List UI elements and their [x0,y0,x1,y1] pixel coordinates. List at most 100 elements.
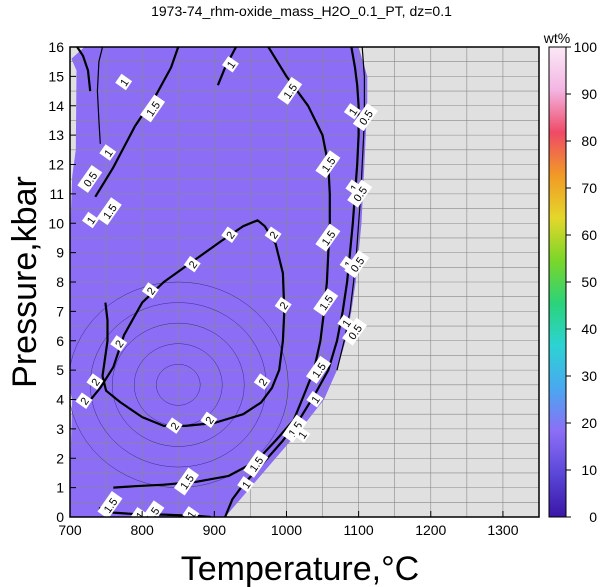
contour-label-bg [237,476,255,493]
colorbar-tick-label: 0 [589,509,597,525]
contour-line-2 [85,219,286,427]
contour-label: 2 [264,226,282,243]
contour-label-text: 1 [240,479,253,491]
colorbar-tick-label: 40 [581,321,597,337]
contour-line-1-5 [113,47,331,489]
contour-label: 2 [75,392,93,409]
colorbar-tick-label: 90 [581,86,597,102]
contour-label-bg [343,103,361,120]
y-tick-label: 2 [56,450,64,466]
contour-label-text: 1 [348,183,361,195]
contour-label-bg [243,449,269,478]
contour-line-0-5 [336,47,365,371]
y-tick-label: 16 [48,39,64,55]
contour-label-bg [352,103,378,132]
x-axis-label: Temperature,°C [181,550,419,587]
y-tick-label: 12 [48,157,64,173]
contour-label-bg [222,56,239,73]
contour-label: 2 [274,296,292,314]
x-tick-label: 700 [58,522,82,538]
y-tick-label: 3 [56,421,64,437]
contour-label: 1 [115,73,133,91]
contour-label-text: 2 [257,377,270,389]
contour-label-bg [315,223,341,252]
colorbar-tick-label: 10 [581,462,597,478]
contour-label-bg [342,317,368,346]
contour-label: 2 [221,226,239,243]
contour-label: 2 [141,282,159,299]
contour-label-text: 1 [225,59,238,71]
contour-label-bg [115,73,133,91]
contour-label-text: 2 [145,285,158,297]
contour-label-text: 1 [85,215,98,227]
contour-label-bg [344,250,370,279]
contour-label: 1 [237,476,255,493]
contour-label-text: 1 [102,147,115,159]
y-tick-label: 11 [49,186,64,202]
colorbar-tick-label: 30 [581,368,597,384]
contour-label: 2 [86,373,104,390]
y-tick-label: 15 [48,68,64,84]
contour-label-text: 2 [79,396,92,408]
contour-label-bg [77,164,103,193]
contour-label-text: 2 [187,259,200,271]
contour-label-bg [277,76,303,105]
contour-label-text: 2 [268,230,281,242]
contour-label-bg [293,426,311,443]
colorbar-tick-label: 80 [581,133,597,149]
colorbar: wt% 0 10 20 30 40 50 60 70 80 90 100 [543,30,597,525]
y-tick-label: 9 [56,245,64,261]
contour-label-bg [253,373,271,390]
contour-label: 1 [182,506,200,521]
chart-title: 1973-74_rhm-oxide_mass_H2O_0.1_PT, dz=0.… [151,3,452,19]
y-tick-label: 7 [56,303,64,319]
contour-label-bg [221,226,239,243]
contour-label: 1 [99,144,117,161]
contour-label-bg [305,355,331,384]
contour-label: 1 [131,506,149,517]
colorbar-tick-label: 50 [581,274,597,290]
contour-label: 2 [110,335,128,352]
contour-label-bg [165,417,183,434]
x-tick-label: 900 [203,522,227,538]
colorbar-tick-label: 100 [574,39,598,55]
colorbar-tick-label: 20 [581,415,597,431]
contour-label: 1 [293,426,311,443]
contour-label-bg [141,282,159,299]
contour-label-bg [140,94,166,123]
contour-label-bg [86,373,104,390]
contour-label-bg [110,335,128,352]
x-tick-label: 1200 [415,522,446,538]
contour-label: 1 [82,211,99,229]
contour-label: 2 [165,417,183,434]
contour-label: 2 [183,255,201,273]
fine-contour [111,322,245,447]
fine-contour [155,364,201,406]
y-tick-label: 13 [48,127,64,143]
contour-label-bg [347,179,373,208]
contour-label: 2 [200,411,218,429]
colorbar-tick-label: 60 [581,227,597,243]
y-tick-label: 8 [56,274,64,290]
colorbar-gradient [548,46,567,518]
contour-label-text: 2 [278,300,291,312]
contour-label-bg [173,467,199,496]
contour-label-bg [313,288,339,317]
contour-label-bg [99,144,117,161]
contour-label-text: 1 [296,429,309,441]
contour-label-bg [75,392,93,409]
contour-label-text: 1 [347,106,360,118]
y-tick-label: 1 [56,480,64,496]
contour-label-text: 1 [340,318,353,330]
contour-label-text: 1 [185,509,198,521]
y-tick-label: 14 [48,98,64,114]
contour-label-bg [200,411,218,429]
grid [70,47,539,517]
contour-label-bg [139,500,165,517]
contour-label-bg [282,414,308,443]
contour-label: 1 [306,390,324,408]
contour-label-text: 1 [309,394,322,406]
